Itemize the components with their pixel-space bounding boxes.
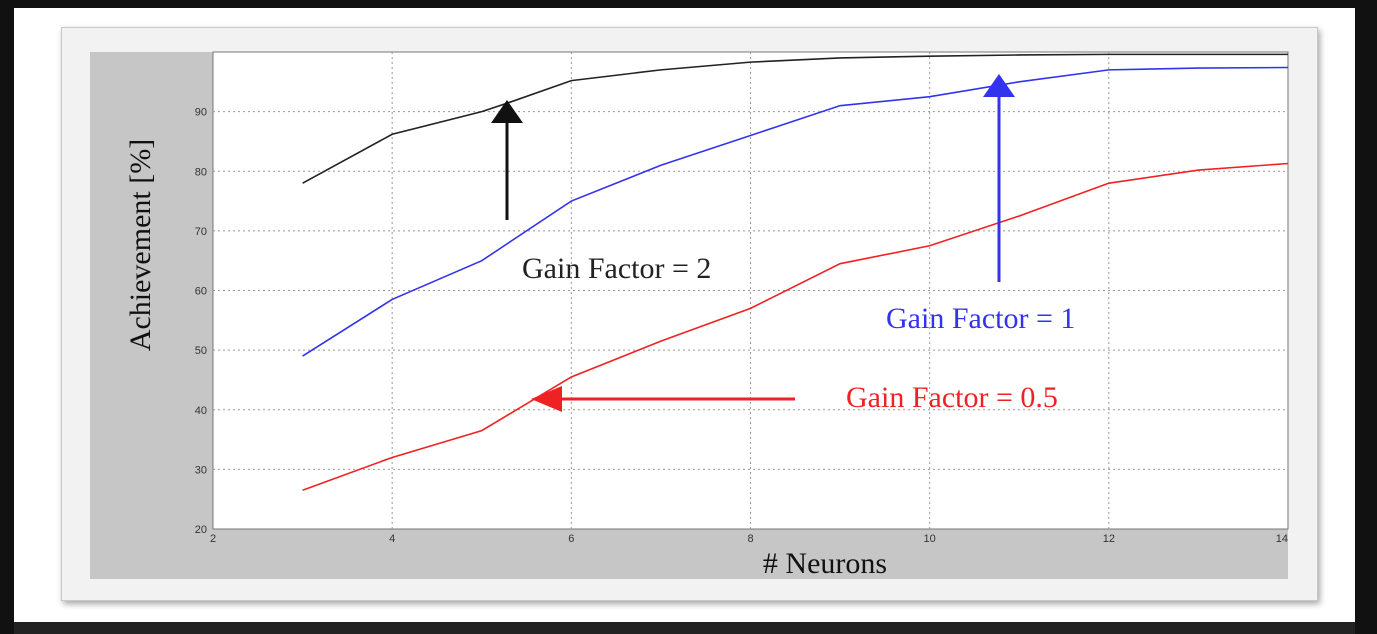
arrow-gain-2-head <box>491 100 523 123</box>
left-border <box>0 0 14 634</box>
y-tick-label: 60 <box>195 286 207 298</box>
x-tick-label: 2 <box>210 533 216 545</box>
series-line-2 <box>302 162 1289 491</box>
y-tick-label: 30 <box>195 464 207 476</box>
series-line-0 <box>302 53 1288 184</box>
y-tick-label: 80 <box>195 166 207 178</box>
x-tick-label: 8 <box>747 533 753 545</box>
x-tick-label: 10 <box>924 533 936 545</box>
series-line-1 <box>302 66 1289 357</box>
x-axis-label: # Neurons <box>763 547 887 580</box>
top-border <box>0 0 1377 8</box>
y-tick-label: 20 <box>195 524 207 536</box>
y-tick-label: 90 <box>195 107 207 119</box>
arrow-gain-0-5-head <box>531 386 562 412</box>
gridlines <box>213 52 1288 529</box>
x-tick-label: 6 <box>568 533 574 545</box>
y-axis-label: Achievement [%] <box>124 139 157 351</box>
series-lines <box>302 53 1289 491</box>
cropped-caption-strip <box>14 622 1355 634</box>
annotation-gain-2: Gain Factor = 2 <box>522 252 711 285</box>
arrow-gain-1-head <box>983 74 1015 97</box>
annotation-gain-0-5: Gain Factor = 0.5 <box>846 381 1058 414</box>
y-tick-label: 40 <box>195 405 207 417</box>
annotation-gain-1: Gain Factor = 1 <box>886 302 1075 335</box>
y-tick-label: 70 <box>195 226 207 238</box>
tick-labels: 2 4 6 8 10 12 14 20 30 40 50 60 70 80 90 <box>195 107 1288 545</box>
right-border <box>1355 0 1377 634</box>
x-tick-label: 12 <box>1103 533 1115 545</box>
x-tick-label: 4 <box>389 533 395 545</box>
x-tick-label: 14 <box>1276 533 1288 545</box>
y-tick-label: 50 <box>195 345 207 357</box>
